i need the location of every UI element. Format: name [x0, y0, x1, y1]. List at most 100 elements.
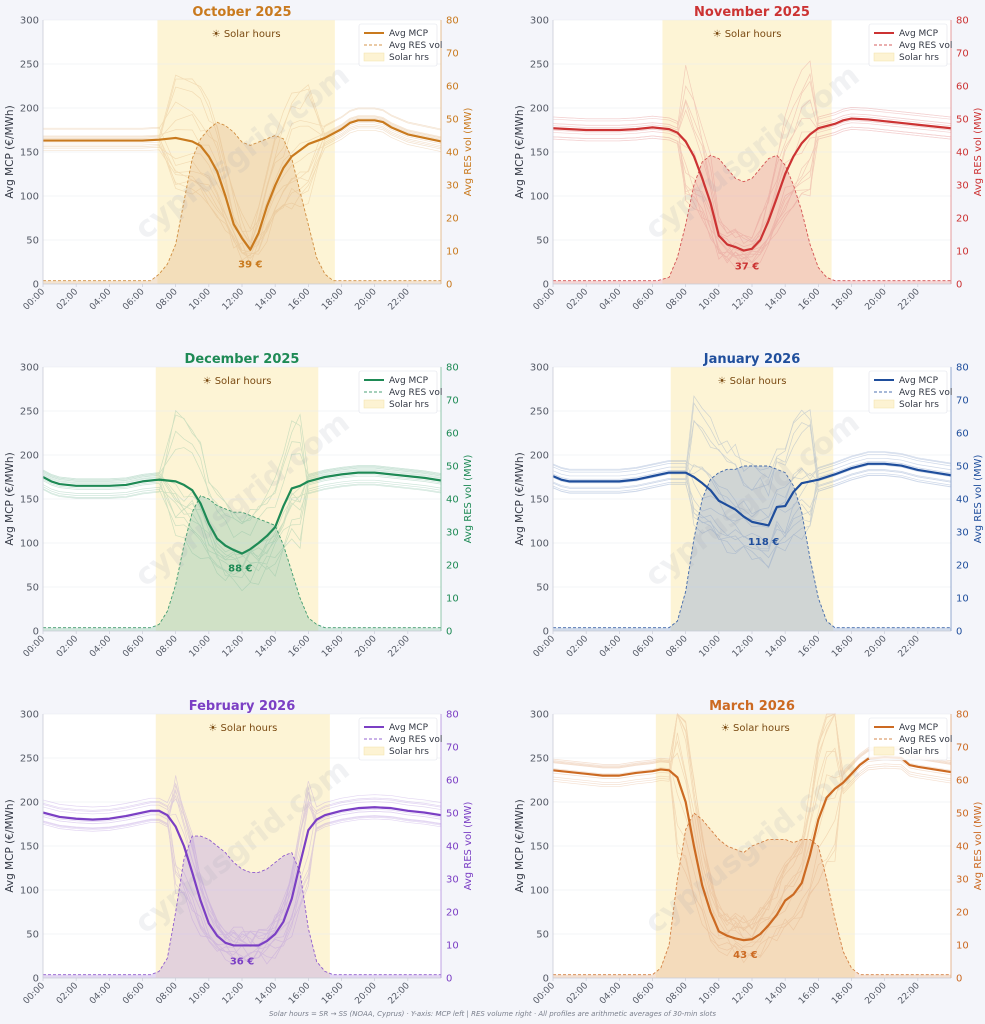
legend-mcp-label: Avg MCP	[899, 29, 939, 39]
daily-trace	[42, 790, 442, 947]
x-tick-label: 10:00	[188, 981, 214, 1007]
x-tick-label: 06:00	[631, 981, 657, 1007]
y-tick-label: 200	[20, 451, 39, 462]
chart-title: March 2026	[709, 699, 795, 714]
x-tick-label: 02:00	[55, 287, 81, 313]
y-tick-label: 300	[20, 16, 39, 27]
y2-tick-label: 40	[446, 842, 459, 853]
x-tick-label: 20:00	[863, 634, 889, 660]
y2-tick-label: 50	[956, 809, 969, 820]
x-tick-label: 14:00	[254, 981, 280, 1007]
daily-trace	[552, 474, 952, 552]
x-tick-label: 10:00	[188, 287, 214, 313]
y-tick-label: 300	[530, 363, 549, 374]
daily-trace	[552, 732, 952, 940]
res-volume-line	[553, 154, 951, 282]
solar-hours-label: ☀ Solar hours	[208, 723, 277, 734]
x-tick-label: 12:00	[221, 981, 247, 1007]
y2-tick-label: 0	[446, 974, 452, 985]
x-tick-label: 06:00	[121, 634, 147, 660]
y2-tick-label: 30	[956, 875, 969, 886]
daily-trace	[552, 109, 952, 252]
mcp-line	[42, 471, 442, 555]
daily-traces	[552, 395, 952, 569]
legend: Avg MCP Avg RES vol Solar hrs	[868, 370, 952, 414]
x-tick-label: 22:00	[387, 981, 413, 1007]
y2-tick-label: 70	[446, 49, 459, 60]
y2-tick-label: 30	[956, 528, 969, 539]
x-tick-label: 20:00	[863, 287, 889, 313]
daily-trace	[42, 797, 442, 960]
daily-trace	[552, 746, 952, 964]
daily-trace	[43, 101, 442, 247]
daily-trace	[42, 465, 442, 564]
x-tick-label: 08:00	[664, 287, 690, 313]
y2-tick-label: 70	[446, 743, 459, 754]
daily-trace	[43, 86, 442, 232]
y2-tick-label: 60	[956, 82, 969, 93]
min-price-label: 37 €	[735, 261, 759, 272]
y-axis-label: Avg MCP (€/MWh)	[514, 452, 526, 545]
legend-solar-swatch	[873, 399, 895, 409]
mcp-line	[42, 806, 442, 947]
x-tick-label: 00:00	[532, 634, 558, 660]
y2-tick-label: 20	[956, 561, 969, 572]
daily-trace	[42, 810, 442, 962]
x-tick-label: 04:00	[598, 981, 624, 1007]
y-tick-label: 100	[20, 192, 39, 203]
legend-res-label: Avg RES vol	[899, 388, 952, 398]
res-volume-area	[43, 122, 441, 284]
x-tick-label: 00:00	[532, 287, 558, 313]
y2-tick-label: 80	[446, 363, 459, 374]
daily-trace	[552, 72, 952, 245]
daily-trace	[552, 457, 952, 569]
x-tick-label: 08:00	[154, 634, 180, 660]
y2-tick-label: 0	[956, 974, 962, 985]
min-price-label: 88 €	[228, 564, 252, 575]
min-price-label: 118 €	[748, 537, 779, 548]
y2-axis-label: Avg RES vol (MW)	[973, 455, 984, 544]
daily-trace	[42, 815, 442, 965]
res-volume-line	[553, 465, 951, 629]
res-volume-area	[43, 836, 441, 978]
y2-tick-label: 50	[446, 809, 459, 820]
daily-trace	[42, 483, 442, 561]
x-tick-label: 08:00	[154, 981, 180, 1007]
chart-title: October 2025	[192, 5, 291, 20]
legend-mcp-label: Avg MCP	[389, 29, 429, 39]
y2-tick-label: 20	[446, 214, 459, 225]
min-price-label: 39 €	[238, 260, 262, 271]
daily-traces	[42, 775, 442, 965]
y-tick-label: 250	[530, 60, 549, 71]
x-tick-label: 14:00	[254, 287, 280, 313]
y-tick-label: 50	[26, 236, 39, 247]
y-tick-label: 0	[543, 627, 549, 638]
y2-tick-label: 70	[446, 396, 459, 407]
daily-trace	[552, 713, 952, 929]
x-tick-label: 06:00	[631, 634, 657, 660]
daily-trace	[43, 127, 442, 250]
y2-tick-label: 0	[446, 280, 452, 291]
y2-tick-label: 0	[956, 627, 962, 638]
legend-solar-label: Solar hrs	[389, 747, 429, 757]
y2-tick-label: 40	[956, 842, 969, 853]
daily-trace	[43, 126, 442, 254]
y2-tick-label: 70	[956, 396, 969, 407]
y-tick-label: 0	[33, 974, 39, 985]
y2-tick-label: 40	[956, 148, 969, 159]
daily-trace	[552, 80, 952, 242]
y-tick-label: 300	[530, 710, 549, 721]
y-tick-label: 200	[20, 798, 39, 809]
daily-trace	[552, 749, 952, 938]
x-tick-label: 00:00	[22, 287, 48, 313]
y2-tick-label: 10	[956, 594, 969, 605]
daily-trace	[552, 454, 952, 559]
x-tick-label: 14:00	[764, 287, 790, 313]
x-tick-label: 06:00	[121, 287, 147, 313]
x-tick-label: 02:00	[55, 634, 81, 660]
min-price-label: 36 €	[230, 956, 254, 967]
x-tick-label: 16:00	[287, 287, 313, 313]
y-tick-label: 150	[20, 842, 39, 853]
y-tick-label: 100	[530, 192, 549, 203]
